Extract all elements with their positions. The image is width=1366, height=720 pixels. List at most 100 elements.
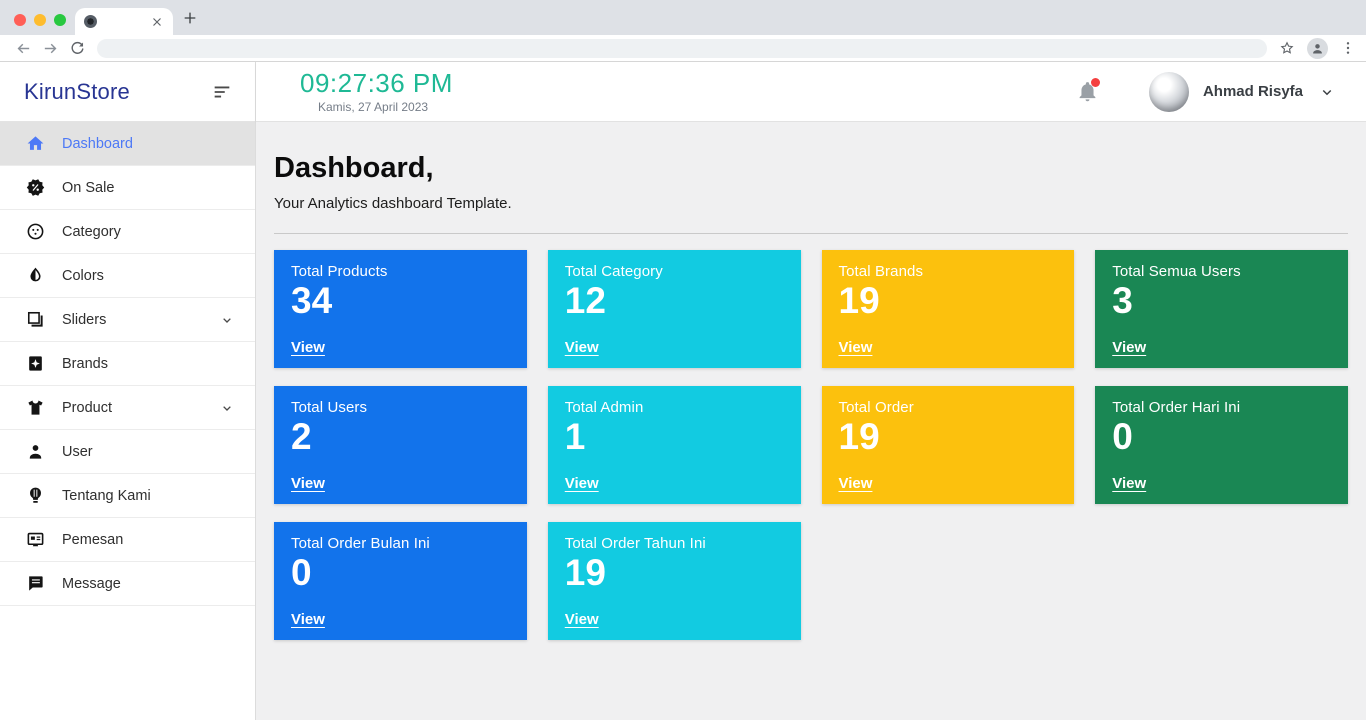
sidebar-item-label: User	[62, 443, 93, 460]
lightbulb-icon	[26, 486, 45, 505]
browser-tab-strip	[0, 0, 1366, 35]
new-tab-button[interactable]	[182, 10, 198, 26]
content-area: Dashboard, Your Analytics dashboard Temp…	[256, 122, 1366, 720]
forward-icon[interactable]	[42, 40, 59, 57]
address-bar[interactable]	[97, 38, 1267, 58]
notification-dot	[1090, 78, 1100, 87]
sidebar-item-label: Product	[62, 399, 112, 416]
browser-menu-icon[interactable]	[1340, 40, 1356, 56]
stat-card-value: 0	[1112, 415, 1133, 457]
stat-card-total-semua-users: Total Semua Users 3 View	[1095, 249, 1348, 368]
reload-icon[interactable]	[69, 40, 86, 57]
stat-card-label: Total Order	[838, 398, 914, 416]
browser-toolbar	[0, 35, 1366, 62]
stat-card-total-category: Total Category 12 View	[547, 249, 801, 368]
sidebar-item-label: On Sale	[62, 179, 115, 196]
app-logo: KirunStore	[24, 78, 130, 104]
sidebar-item-on-sale[interactable]: On Sale	[0, 166, 255, 210]
tshirt-icon	[26, 398, 45, 417]
tab-favicon-icon	[84, 15, 97, 28]
card-icon	[26, 530, 45, 549]
stat-card-view-link[interactable]: View	[1112, 338, 1147, 356]
window-minimize-button[interactable]	[34, 14, 46, 26]
stat-card-view-link[interactable]: View	[291, 610, 325, 628]
stat-card-view-link[interactable]: View	[1112, 474, 1147, 492]
sidebar-collapse-icon[interactable]	[211, 81, 233, 103]
stat-card-view-link[interactable]: View	[838, 338, 873, 356]
stat-card-label: Total Order Hari Ini	[1112, 398, 1241, 416]
stat-card-total-order-bulan-ini: Total Order Bulan Ini 0 View	[274, 521, 527, 640]
stat-card-view-link[interactable]: View	[291, 474, 325, 492]
content-divider	[274, 232, 1348, 234]
stat-card-label: Total Order Tahun Ini	[564, 534, 706, 552]
user-menu-chevron-down-icon[interactable]	[1318, 83, 1336, 101]
stat-card-value: 19	[838, 279, 880, 321]
sidebar-item-dashboard[interactable]: Dashboard	[0, 122, 255, 166]
stat-card-view-link[interactable]: View	[838, 474, 873, 492]
stat-card-value: 19	[838, 415, 880, 457]
brand-badge-icon	[26, 354, 45, 373]
stat-card-total-order-hari-ini: Total Order Hari Ini 0 View	[1095, 385, 1348, 504]
chevron-down-icon[interactable]	[219, 312, 235, 328]
browser-tab[interactable]	[75, 8, 173, 35]
page-subtitle: Your Analytics dashboard Template.	[274, 194, 512, 212]
stats-card-grid: Total Products 34 View Total Category 12 View…	[274, 249, 1348, 640]
stat-card-value: 3	[1112, 279, 1133, 321]
sidebar-item-tentang-kami[interactable]: Tentang Kami	[0, 474, 255, 518]
stat-card-total-order: Total Order 19 View	[821, 385, 1075, 504]
sidebar-item-colors[interactable]: Colors	[0, 254, 255, 298]
page-title: Dashboard,	[274, 152, 434, 184]
stat-card-view-link[interactable]: View	[564, 338, 599, 356]
sidebar-item-label: Message	[62, 575, 121, 592]
sidebar-item-label: Category	[62, 223, 121, 240]
bookmark-star-icon[interactable]	[1279, 40, 1295, 56]
stat-card-value: 0	[291, 551, 312, 593]
user-avatar[interactable]	[1148, 71, 1189, 112]
date: Kamis, 27 April 2023	[318, 99, 429, 114]
window-zoom-button[interactable]	[54, 14, 66, 26]
clock: 09:27:36 PM	[300, 68, 453, 99]
stat-card-label: Total Category	[564, 262, 663, 280]
sidebar-item-sliders[interactable]: Sliders	[0, 298, 255, 342]
stat-card-total-brands: Total Brands 19 View	[821, 249, 1075, 368]
home-icon	[26, 134, 45, 153]
stat-card-label: Total Order Bulan Ini	[291, 534, 430, 552]
stat-card-view-link[interactable]: View	[291, 338, 325, 356]
sidebar-header: KirunStore	[0, 62, 255, 122]
sidebar-item-label: Dashboard	[62, 135, 133, 152]
stat-card-total-users: Total Users 2 View	[274, 385, 527, 504]
sidebar-item-category[interactable]: Category	[0, 210, 255, 254]
category-icon	[26, 222, 45, 241]
sidebar-item-product[interactable]: Product	[0, 386, 255, 430]
sidebar-item-label: Pemesan	[62, 531, 124, 548]
chat-icon	[26, 574, 45, 593]
stat-card-total-order-tahun-ini: Total Order Tahun Ini 19 View	[547, 521, 801, 640]
stat-card-value: 19	[564, 551, 606, 593]
sidebar-item-user[interactable]: User	[0, 430, 255, 474]
chevron-down-icon[interactable]	[219, 400, 235, 416]
tab-close-icon[interactable]	[150, 15, 164, 29]
sidebar-item-label: Colors	[62, 267, 104, 284]
discount-icon	[26, 178, 45, 197]
stat-card-view-link[interactable]: View	[564, 474, 599, 492]
notifications-bell-icon[interactable]	[1076, 78, 1100, 103]
back-icon[interactable]	[15, 40, 32, 57]
person-icon	[26, 442, 45, 461]
stat-card-value: 1	[564, 415, 586, 457]
sidebar-item-brands[interactable]: Brands	[0, 342, 255, 386]
sidebar-item-label: Sliders	[62, 311, 107, 328]
top-bar: 09:27:36 PM Kamis, 27 April 2023 Ahmad R…	[256, 62, 1366, 122]
sidebar-item-pemesan[interactable]: Pemesan	[0, 518, 255, 562]
stat-card-label: Total Brands	[838, 262, 924, 280]
stat-card-total-products: Total Products 34 View	[274, 249, 527, 368]
stat-card-label: Total Admin	[564, 398, 644, 416]
sidebar: KirunStore Dashboard On Sale Category Color…	[0, 62, 256, 720]
window-controls	[14, 14, 66, 26]
slides-icon	[26, 310, 45, 329]
window-close-button[interactable]	[14, 14, 26, 26]
browser-profile-icon[interactable]	[1307, 37, 1328, 59]
stat-card-view-link[interactable]: View	[564, 610, 599, 628]
sidebar-menu: Dashboard On Sale Category Colors Sliders Bra…	[0, 122, 255, 606]
sidebar-item-message[interactable]: Message	[0, 562, 255, 606]
clock-block: 09:27:36 PM Kamis, 27 April 2023	[300, 69, 453, 114]
